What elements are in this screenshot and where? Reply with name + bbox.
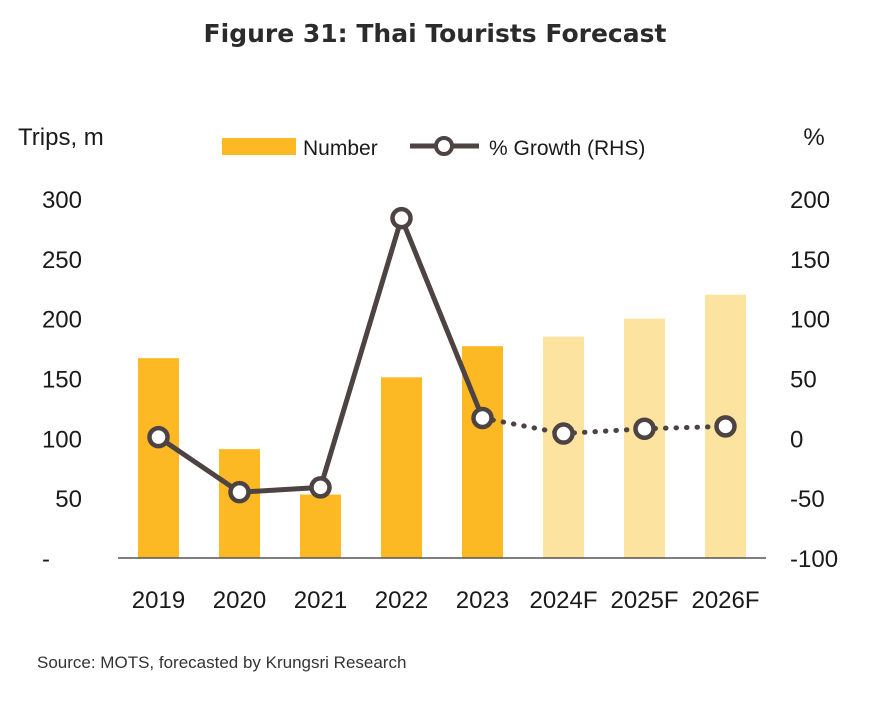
right-tick-label: 200: [790, 187, 830, 214]
growth-line-series: [147, 206, 737, 504]
growth-line-segment-forecast: [480, 415, 566, 437]
right-tick-label: 0: [790, 426, 803, 453]
left-tick-label: 50: [55, 486, 82, 513]
right-tick-label: -100: [790, 546, 838, 573]
bar-2022: [381, 377, 422, 558]
right-axis-label: %: [803, 124, 824, 151]
left-tick-label: 100: [42, 426, 82, 453]
left-tick-label: 250: [42, 247, 82, 274]
left-axis-label: Trips, m: [18, 124, 104, 151]
left-tick-label: 300: [42, 187, 82, 214]
legend-bar-label: Number: [303, 137, 378, 160]
bar-2021: [300, 494, 341, 558]
growth-point-2022: [390, 206, 413, 230]
legend-line-label: % Growth (RHS): [489, 137, 645, 160]
bar-2024F: [543, 336, 584, 558]
left-tick-label: 150: [42, 367, 82, 394]
growth-line-segment: [237, 484, 323, 495]
left-tick-label: -: [42, 546, 50, 573]
growth-line-segment-forecast: [642, 423, 728, 432]
bar-series: [138, 294, 746, 558]
x-tick-label: 2025F: [610, 587, 678, 614]
growth-point-2024F: [552, 422, 575, 445]
legend-bar-swatch: [222, 138, 296, 155]
left-axis-ticks: - 50 100 150 200 250 300: [42, 187, 82, 573]
right-tick-label: 100: [790, 307, 830, 334]
x-tick-label: 2024F: [529, 587, 597, 614]
left-tick-label: 200: [42, 307, 82, 334]
bar-2019: [138, 358, 179, 558]
growth-line-segment: [399, 215, 485, 421]
growth-line-segment-forecast: [561, 426, 647, 437]
x-tick-label: 2023: [456, 587, 509, 614]
growth-point-2019: [147, 425, 170, 449]
chart-title: Figure 31: Thai Tourists Forecast: [204, 19, 667, 48]
x-tick-label: 2019: [132, 587, 185, 614]
growth-point-2025F: [633, 417, 656, 441]
growth-point-2021: [309, 476, 332, 499]
right-tick-label: -50: [790, 486, 825, 513]
legend: Number % Growth (RHS): [222, 136, 645, 160]
right-axis-ticks: -100 -50 0 50 100 150 200: [790, 187, 838, 573]
growth-line-segment: [318, 215, 404, 490]
x-axis-tick-labels: 2019 2020 2021 2022 2023 2024F 2025F 2026F: [132, 587, 760, 614]
bar-2020: [219, 449, 260, 558]
right-tick-label: 150: [790, 247, 830, 274]
legend-line-marker: [434, 136, 454, 156]
x-tick-label: 2022: [375, 587, 428, 614]
growth-line-segment: [156, 434, 242, 495]
right-tick-label: 50: [790, 367, 817, 394]
x-tick-label: 2026F: [691, 587, 759, 614]
growth-point-2026F: [714, 415, 737, 438]
source-note: Source: MOTS, forecasted by Krungsri Res…: [37, 653, 406, 672]
growth-point-2023: [471, 406, 494, 430]
growth-point-2020: [228, 480, 251, 504]
x-tick-label: 2021: [294, 587, 347, 614]
x-tick-label: 2020: [213, 587, 266, 614]
